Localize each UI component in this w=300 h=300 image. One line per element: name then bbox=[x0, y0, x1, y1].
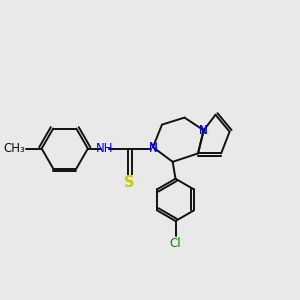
Text: NH: NH bbox=[95, 142, 113, 155]
Text: N: N bbox=[148, 142, 157, 155]
Text: N: N bbox=[199, 124, 208, 137]
Text: N: N bbox=[199, 124, 208, 137]
Text: Cl: Cl bbox=[170, 237, 181, 250]
Text: S: S bbox=[124, 176, 135, 190]
Text: CH₃: CH₃ bbox=[4, 142, 26, 155]
Text: N: N bbox=[148, 141, 157, 154]
